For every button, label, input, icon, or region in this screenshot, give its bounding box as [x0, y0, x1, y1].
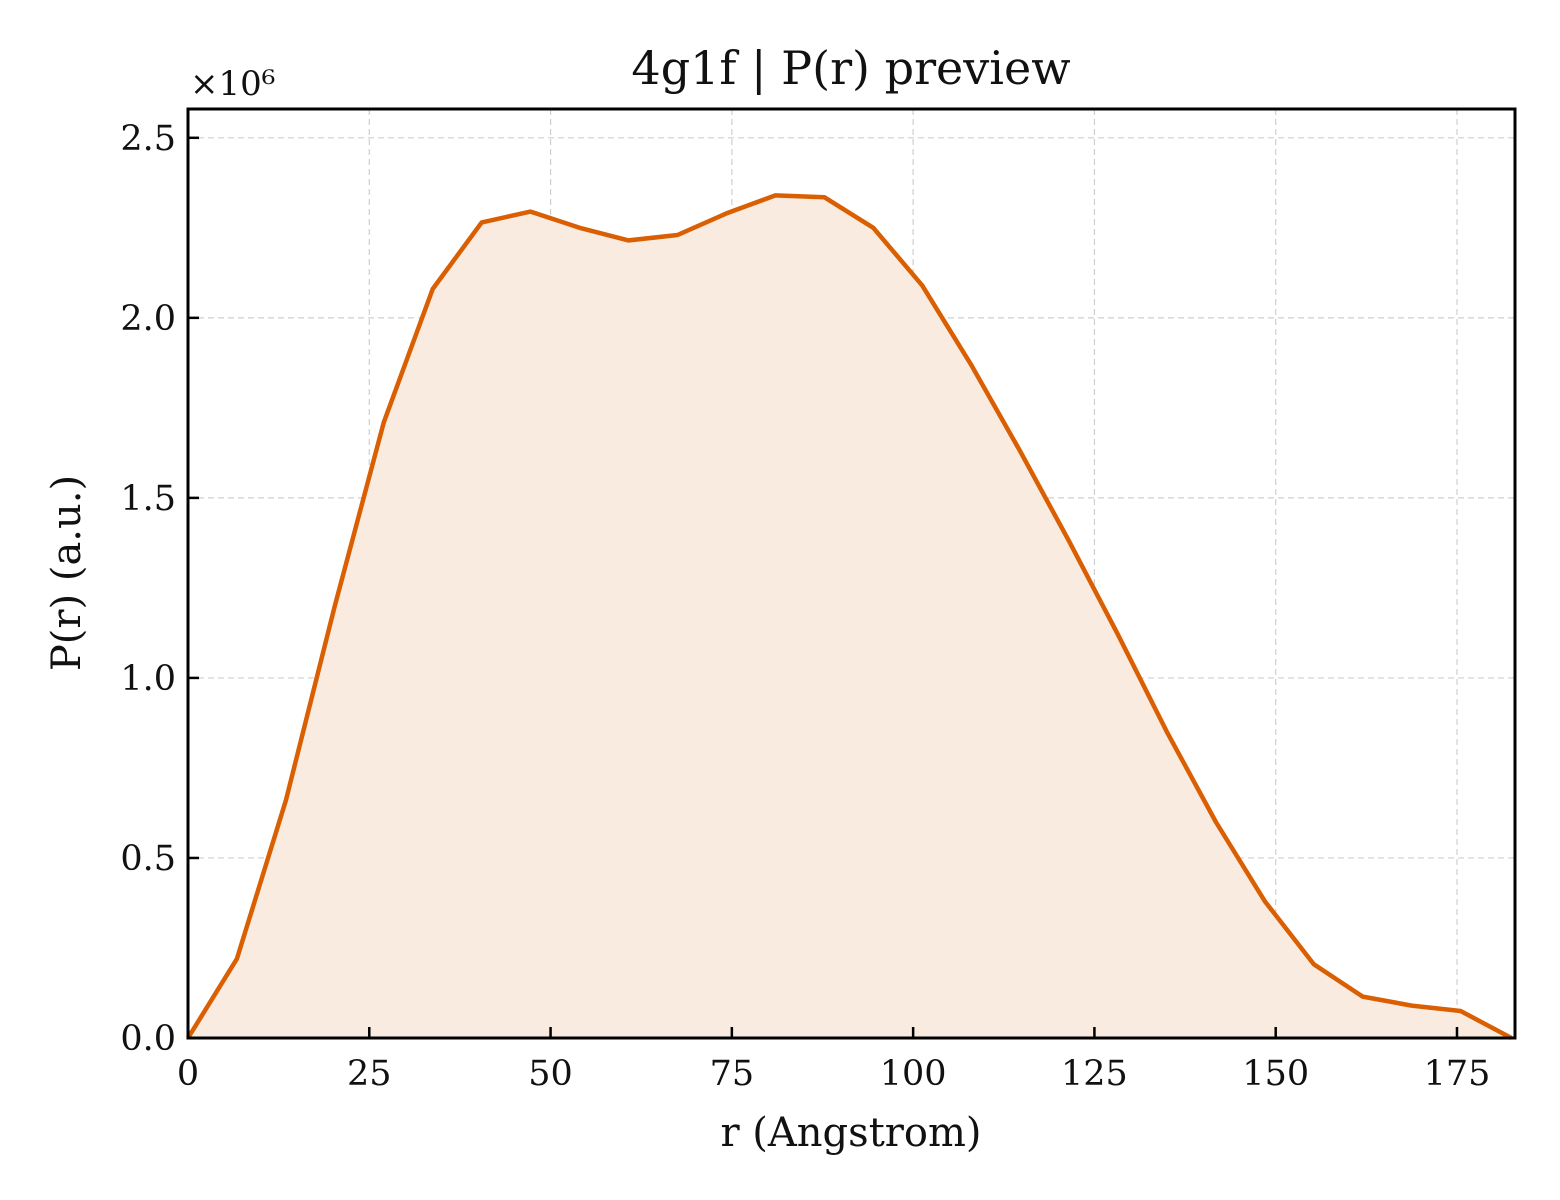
y-axis-multiplier: ×10⁶ — [190, 64, 275, 104]
y-tick-label: 0.0 — [120, 1019, 176, 1059]
y-tick-label: 1.0 — [120, 659, 176, 699]
x-tick-label: 75 — [710, 1054, 755, 1094]
y-tick-label: 0.5 — [120, 839, 176, 879]
x-tick-label: 125 — [1061, 1054, 1128, 1094]
x-tick-label: 150 — [1242, 1054, 1309, 1094]
x-tick-label: 0 — [177, 1054, 199, 1094]
x-tick-label: 100 — [880, 1054, 947, 1094]
y-tick-label: 1.5 — [120, 479, 176, 519]
x-tick-label: 25 — [347, 1054, 392, 1094]
y-tick-label: 2.5 — [120, 119, 176, 159]
x-tick-label: 175 — [1424, 1054, 1491, 1094]
x-axis-label: r (Angstrom) — [720, 1110, 981, 1156]
y-tick-label: 2.0 — [120, 299, 176, 339]
pr-series-line — [186, 193, 1513, 1040]
x-tick-label: 50 — [528, 1054, 573, 1094]
y-axis-label: P(r) (a.u.) — [44, 475, 90, 671]
chart-title: 4g1f | P(r) preview — [631, 41, 1070, 95]
pr-area-fill — [188, 195, 1512, 1038]
plot-frame — [186, 107, 1517, 1040]
